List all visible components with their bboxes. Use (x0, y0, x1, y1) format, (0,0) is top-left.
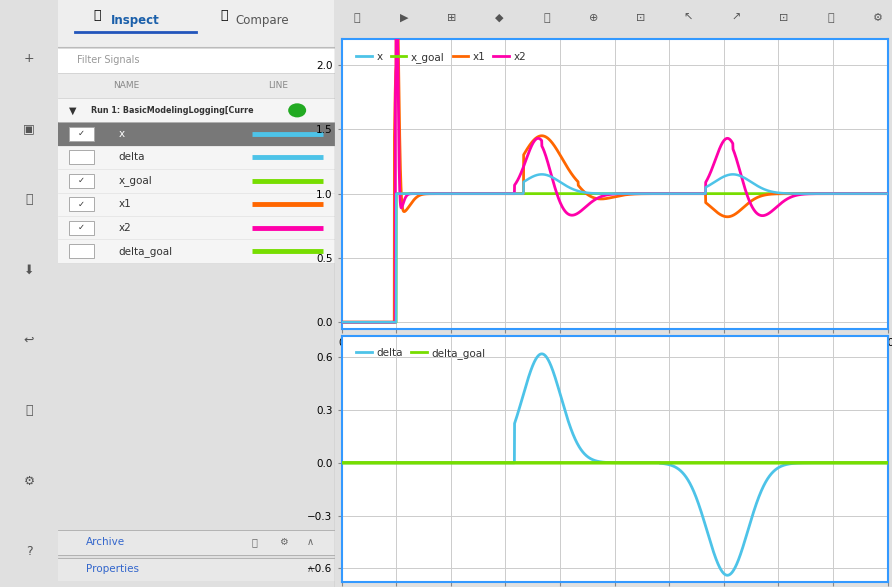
Text: ⚙: ⚙ (23, 475, 35, 488)
Bar (69, 197, 94, 211)
Text: ↖: ↖ (684, 12, 693, 23)
Text: ↩: ↩ (24, 334, 34, 347)
Legend: delta, delta_goal: delta, delta_goal (352, 344, 489, 363)
Text: ✋: ✋ (353, 12, 360, 23)
Bar (69, 150, 94, 164)
Bar (58, 122, 334, 146)
Text: ⊡: ⊡ (779, 12, 788, 23)
Text: Compare: Compare (235, 14, 289, 27)
Bar (69, 127, 94, 141)
Text: x: x (119, 129, 125, 139)
Bar (69, 174, 94, 188)
Text: ∧: ∧ (307, 537, 314, 548)
Text: ⊡: ⊡ (636, 12, 646, 23)
Text: x1: x1 (119, 199, 131, 210)
Text: x_goal: x_goal (119, 176, 153, 186)
Bar (58, 216, 334, 239)
Text: ✓: ✓ (78, 129, 85, 139)
Text: +: + (24, 52, 34, 65)
Text: ▶: ▶ (400, 12, 409, 23)
Text: Properties: Properties (86, 564, 138, 575)
Bar (58, 48, 334, 73)
Bar (69, 221, 94, 235)
Bar (58, 558, 334, 581)
Text: ✓: ✓ (78, 200, 85, 209)
Bar (58, 193, 334, 216)
Text: ?: ? (26, 545, 32, 558)
Text: 📄: 📄 (25, 404, 33, 417)
Text: ✓: ✓ (78, 223, 85, 232)
Legend: x, x_goal, x1, x2: x, x_goal, x1, x2 (352, 48, 530, 67)
Text: ◆: ◆ (495, 12, 503, 23)
Text: 🔍: 🔍 (93, 9, 101, 22)
Text: ✓: ✓ (78, 176, 85, 185)
Text: x2: x2 (119, 222, 131, 233)
Text: Inspect: Inspect (111, 14, 160, 27)
Text: delta: delta (119, 152, 145, 163)
Bar (58, 73, 334, 98)
Text: Archive: Archive (86, 537, 125, 548)
Bar (58, 98, 334, 122)
Text: ✅: ✅ (220, 9, 227, 22)
Bar (58, 169, 334, 193)
Bar (69, 244, 94, 258)
Text: 🗑: 🗑 (252, 537, 258, 548)
Text: NAME: NAME (113, 81, 139, 90)
Text: ↗: ↗ (731, 12, 740, 23)
Text: 📷: 📷 (828, 12, 834, 23)
Text: ⊞: ⊞ (447, 12, 457, 23)
Bar (58, 239, 334, 263)
Ellipse shape (288, 103, 306, 117)
Text: 〜: 〜 (543, 12, 549, 23)
Text: Run 1: BasicModelingLogging[Curre: Run 1: BasicModelingLogging[Curre (91, 106, 254, 115)
Bar (58, 0, 334, 47)
Text: 💾: 💾 (25, 193, 33, 206)
Text: Filter Signals: Filter Signals (78, 55, 140, 66)
Text: ▣: ▣ (23, 123, 35, 136)
Text: ⬇: ⬇ (24, 264, 34, 276)
Text: delta_goal: delta_goal (119, 246, 173, 257)
Text: ⚙: ⚙ (873, 12, 883, 23)
Text: ⊕: ⊕ (589, 12, 599, 23)
Text: LINE: LINE (268, 81, 288, 90)
Text: ⚙: ⚙ (279, 537, 288, 548)
Bar (58, 530, 334, 555)
Text: ∧: ∧ (307, 564, 314, 575)
Bar (58, 146, 334, 169)
Text: ▼: ▼ (69, 105, 77, 116)
